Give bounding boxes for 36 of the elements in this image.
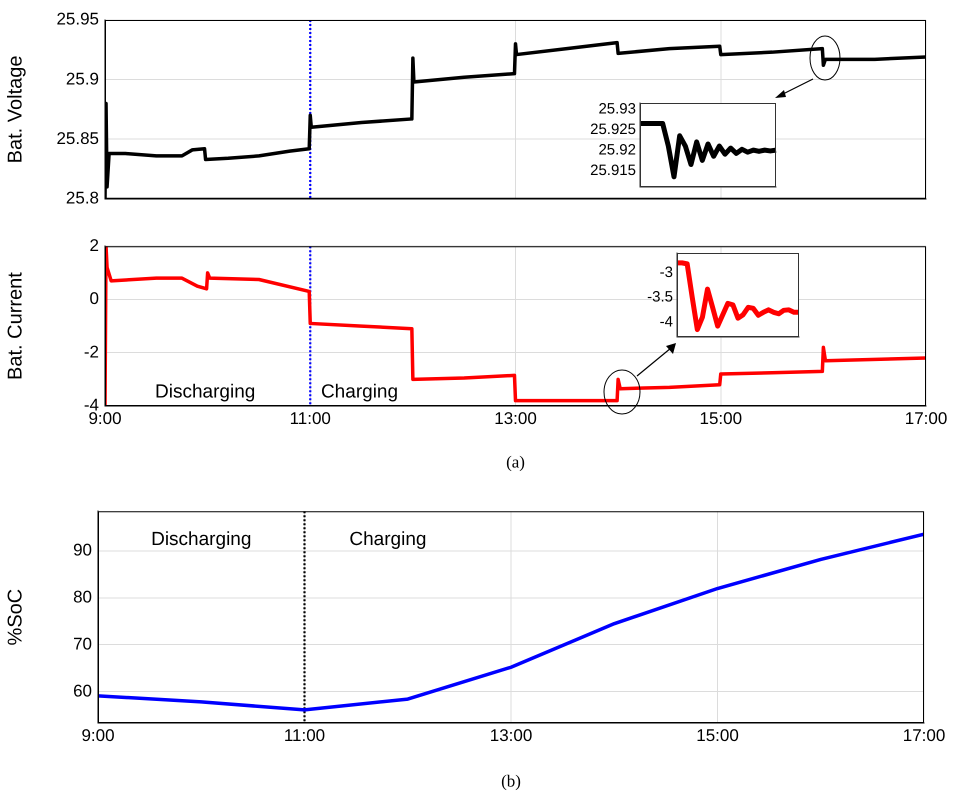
- y-axis-title: Bat. Current: [4, 272, 27, 380]
- text: (b): [501, 771, 521, 790]
- y-tick-label: 25.93: [598, 100, 636, 118]
- text: (a): [506, 452, 525, 472]
- annotation: Discharging: [155, 381, 256, 402]
- y-tick-label: 80: [73, 588, 92, 607]
- annotation: Discharging: [151, 529, 252, 550]
- y-tick-label: 25.925: [590, 120, 636, 138]
- x-tick-label: 15:00: [699, 408, 742, 428]
- y-tick-label: 70: [73, 634, 92, 654]
- x-tick-label: 13:00: [494, 408, 537, 428]
- y-tick-label: 2: [90, 236, 99, 255]
- y-tick-label: 25.9: [66, 69, 99, 88]
- y-tick-label: 25.92: [598, 141, 636, 158]
- y-tick-label: 25.8: [66, 188, 99, 208]
- annotation: Charging: [320, 381, 398, 402]
- annotation: Charging: [349, 529, 426, 550]
- x-tick-label: 11:00: [290, 408, 331, 428]
- x-tick-label: 15:00: [696, 726, 739, 745]
- y-tick-label: 0: [90, 289, 99, 308]
- y-tick-label: -3: [660, 264, 673, 281]
- y-tick-label: -2: [84, 342, 99, 362]
- y-tick-label: 25.915: [590, 162, 636, 179]
- y-axis-title: Bat. Voltage: [4, 55, 27, 164]
- y-axis-title: %SoC: [4, 588, 27, 646]
- y-tick-label: 25.85: [56, 128, 99, 148]
- x-tick-label: 11:00: [284, 726, 326, 745]
- y-tick-label: -3.5: [647, 288, 673, 306]
- y-tick-label: 60: [73, 681, 92, 700]
- x-tick-label: 17:00: [902, 726, 946, 745]
- x-tick-label: 17:00: [904, 408, 948, 428]
- x-tick-label: 9:00: [81, 726, 115, 745]
- y-tick-label: 90: [73, 540, 92, 560]
- x-tick-label: 13:00: [490, 726, 532, 745]
- y-tick-label: 25.95: [56, 10, 99, 29]
- y-tick-label: -4: [660, 313, 673, 330]
